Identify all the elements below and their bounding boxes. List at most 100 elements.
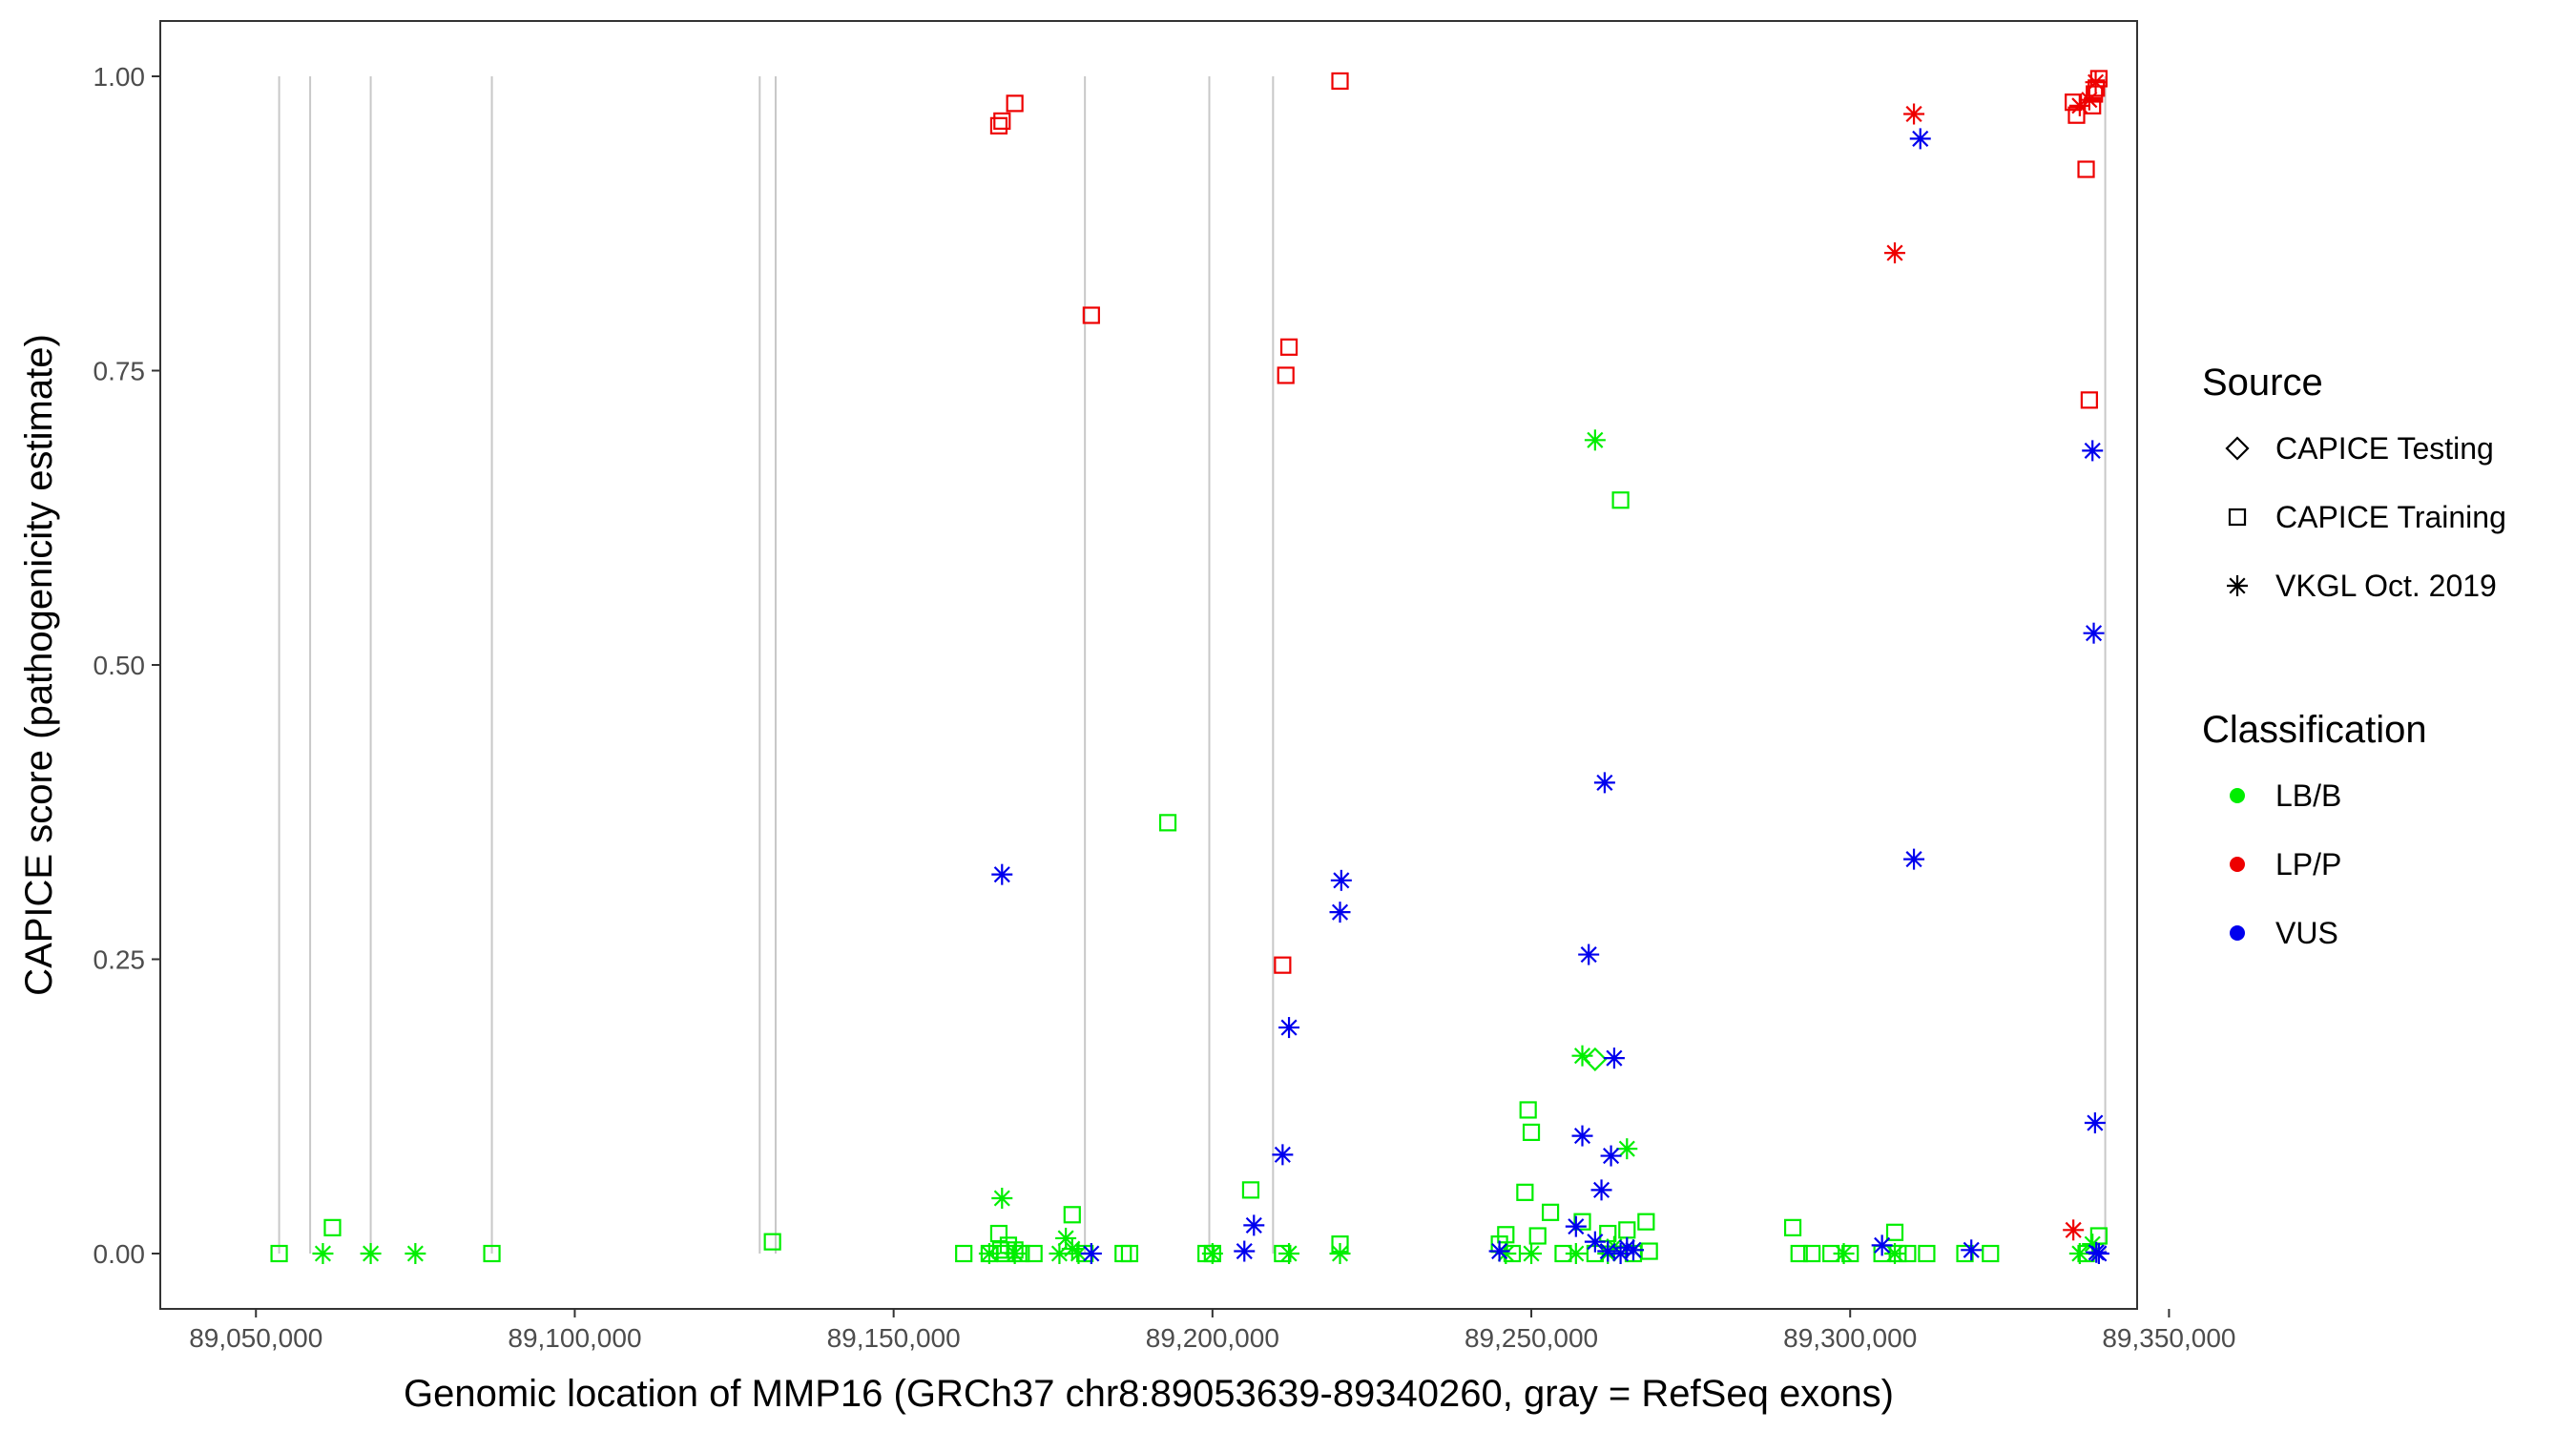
data-point: [1516, 1183, 1534, 1201]
series-LBB-asterisk: [312, 429, 2104, 1265]
data-point: [1833, 1243, 1855, 1265]
data-point: [1909, 128, 1931, 150]
data-point: [1584, 429, 1606, 451]
legend-classification-title: Classification: [2202, 709, 2427, 751]
data-point: [1234, 1240, 1256, 1262]
data-point: [270, 1244, 288, 1263]
data-point: [1565, 1243, 1587, 1265]
data-point: [1956, 1244, 1974, 1263]
data-point: [1884, 1243, 1906, 1265]
data-point: [1521, 1243, 1543, 1265]
data-point: [1243, 1214, 1265, 1236]
data-point: [2063, 1219, 2085, 1241]
data-point: [989, 116, 1008, 135]
data-point: [1982, 1244, 2000, 1263]
data-point: [1603, 1047, 1625, 1069]
y-tick-label: 1.00: [93, 62, 146, 92]
exon-lines: [278, 75, 2107, 1255]
data-point: [1201, 1243, 1223, 1265]
x-axis-title: Genomic location of MMP16 (GRCh37 chr8:8…: [404, 1373, 1894, 1415]
legend-key-color-dot: [2230, 788, 2245, 803]
legend-key-square: [2228, 508, 2247, 527]
data-point: [1277, 366, 1295, 384]
x-tick-label: 89,300,000: [1783, 1323, 1917, 1353]
data-point: [1541, 1203, 1560, 1221]
data-point: [1573, 1213, 1591, 1231]
data-point: [1025, 1244, 1043, 1263]
data-point: [2083, 622, 2105, 644]
legend-classification-keys: [2230, 788, 2245, 941]
x-tick-label: 89,250,000: [1465, 1323, 1598, 1353]
data-point: [1006, 94, 1024, 113]
data-point: [1637, 1213, 1655, 1231]
data-point: [1120, 1244, 1139, 1263]
data-point: [323, 1218, 342, 1236]
data-point: [1565, 1215, 1587, 1237]
data-point: [1597, 1240, 1619, 1262]
y-axis: 0.00 0.25 0.50 0.75 1.00: [93, 62, 160, 1269]
data-point: [1593, 772, 1615, 794]
data-point: [991, 1188, 1013, 1210]
data-point: [1583, 1047, 1608, 1071]
data-point: [1080, 1243, 1102, 1265]
data-point: [405, 1243, 426, 1265]
data-point: [1063, 1206, 1081, 1224]
data-point: [2068, 94, 2090, 116]
x-tick-label: 89,100,000: [508, 1323, 641, 1353]
data-point: [2084, 1112, 2106, 1134]
data-points: [270, 70, 2109, 1265]
data-point: [1578, 944, 1600, 965]
x-tick-label: 89,200,000: [1146, 1323, 1279, 1353]
data-point: [1278, 1017, 1300, 1039]
data-point: [1600, 1145, 1622, 1167]
data-point: [1616, 1138, 1638, 1160]
data-point: [763, 1233, 781, 1251]
data-point: [1871, 1234, 1893, 1256]
data-point: [2085, 72, 2107, 93]
data-point: [483, 1244, 501, 1263]
data-point: [1640, 1242, 1658, 1260]
data-point: [989, 1224, 1008, 1243]
data-point: [1278, 1243, 1300, 1265]
legend-source-keys: [2225, 436, 2250, 596]
series-LPP-asterisk: [1884, 72, 2107, 1241]
data-point: [2077, 160, 2095, 178]
legend: Source CAPICE Testing CAPICE Training VK…: [2202, 362, 2506, 950]
legend-class-label-vus: VUS: [2275, 916, 2338, 950]
data-point: [1274, 956, 1292, 974]
data-point: [360, 1243, 382, 1265]
legend-key-color-dot: [2230, 925, 2245, 941]
data-point: [1329, 902, 1351, 923]
legend-class-label-lpp: LP/P: [2275, 847, 2341, 881]
y-axis-title: CAPICE score (pathogenicity estimate): [18, 334, 60, 996]
data-point: [1903, 103, 1925, 125]
data-point: [1903, 848, 1925, 870]
data-point: [1004, 1243, 1026, 1265]
data-point: [1961, 1239, 1983, 1261]
data-point: [312, 1243, 334, 1265]
data-point: [2078, 89, 2100, 111]
y-tick-label: 0.75: [93, 356, 146, 385]
series-LPP-square: [989, 70, 2108, 974]
data-point: [1055, 1227, 1077, 1249]
y-tick-label: 0.00: [93, 1239, 146, 1269]
data-point: [1241, 1181, 1260, 1199]
data-point: [1918, 1244, 1936, 1263]
data-point: [1884, 242, 1906, 264]
data-point: [1885, 1223, 1904, 1241]
legend-class-label-lbb: LB/B: [2275, 778, 2341, 813]
data-point: [993, 112, 1011, 130]
data-point: [1528, 1227, 1547, 1245]
data-point: [2082, 1234, 2104, 1255]
legend-source-label-vkgl: VKGL Oct. 2019: [2275, 569, 2497, 603]
legend-source-title: Source: [2202, 362, 2323, 404]
data-point: [1488, 1240, 1510, 1262]
data-point: [991, 863, 1013, 885]
data-point: [2080, 391, 2098, 409]
data-point: [1803, 1244, 1821, 1263]
legend-source-label-training: CAPICE Training: [2275, 500, 2506, 534]
data-point: [978, 1243, 1000, 1265]
y-tick-label: 0.25: [93, 945, 146, 975]
data-point: [1497, 1226, 1515, 1244]
